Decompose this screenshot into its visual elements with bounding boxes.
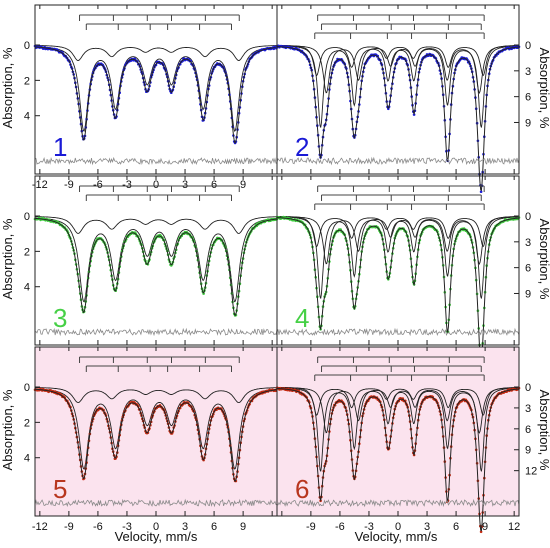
y-tick-label: 9 <box>525 288 531 300</box>
right-axis-label-middle: Absorption, % <box>537 219 550 300</box>
panel-label: 1 <box>53 132 67 162</box>
total-fit <box>277 388 520 532</box>
subspectrum-main <box>35 46 278 132</box>
y-tick-label: 4 <box>24 111 30 123</box>
subspectrum-minor <box>34 44 278 61</box>
panel-label: 6 <box>295 474 309 504</box>
data-point <box>479 190 483 193</box>
x-tick-label: -6 <box>93 521 103 533</box>
y-tick-label: 12 <box>525 466 537 478</box>
y-tick-label: 4 <box>24 282 30 294</box>
panel-label: 2 <box>295 132 309 162</box>
x-tick-label: -3 <box>122 521 132 533</box>
label-layer: Velocity, mm/s Velocity, mm/s Absorption… <box>0 47 550 544</box>
total-fit <box>34 388 278 482</box>
right-axis-label-bottom: Absorption, % <box>537 390 550 471</box>
panel-4: 0 3 6 9 4 <box>275 175 531 364</box>
panel-1: 0 2 4 -12 -9 -6 -3 0 3 6 9 1 <box>24 4 279 191</box>
subspectrum-second <box>277 44 519 95</box>
y-tick-label: 2 <box>24 246 30 258</box>
panel-label: 3 <box>53 303 67 333</box>
x-tick-label: 3 <box>182 521 188 533</box>
left-axis-label-top: Absorption, % <box>0 47 15 128</box>
panel-5: 0 2 4 -12 -9 -6 -3 0 3 6 9 5 <box>24 346 279 533</box>
x-axis-label-left: Velocity, mm/s <box>115 529 198 544</box>
y-tick-label: 0 <box>24 382 30 394</box>
y-tick-label: 0 <box>24 40 30 52</box>
y-tick-label: 2 <box>24 417 30 429</box>
panel-label: 4 <box>295 303 309 333</box>
residual-curve <box>276 156 520 166</box>
left-axis-label-bottom: Absorption, % <box>0 389 15 470</box>
y-tick-label: 0 <box>525 211 531 223</box>
x-tick-label: 3 <box>182 179 188 191</box>
y-tick-label: 3 <box>525 403 531 415</box>
subspectrum-third <box>277 44 519 77</box>
subspectrum-second <box>277 386 519 434</box>
x-tick-label: 6 <box>211 179 217 191</box>
residual-curve <box>34 156 278 166</box>
subspectrum-main <box>35 217 278 303</box>
x-tick-label: 6 <box>453 521 459 533</box>
x-tick-label: 0 <box>153 521 159 533</box>
y-tick-label: 6 <box>525 92 531 104</box>
x-tick-label: 9 <box>240 179 246 191</box>
x-axis-label-right: Velocity, mm/s <box>355 529 438 544</box>
x-tick-label: -3 <box>122 179 132 191</box>
residual-curve <box>277 498 520 508</box>
total-fit <box>276 217 519 363</box>
y-tick-label: 9 <box>525 445 531 457</box>
subspectrum-third <box>277 386 519 416</box>
y-tick-label: 2 <box>24 75 30 87</box>
y-tick-label: 9 <box>525 117 531 129</box>
x-tick-label: 6 <box>211 521 217 533</box>
subspectrum-second <box>277 215 519 266</box>
plot-layer: 0 2 4 -12 -9 -6 -3 0 3 6 9 1 0 3 6 9 2 0 2 4 3 0 3 6 9 4 0 2 4 -12 -9 -… <box>24 4 537 534</box>
x-tick-label: -6 <box>335 521 345 533</box>
subspectrum-minor <box>35 216 277 234</box>
y-tick-label: 0 <box>525 382 531 394</box>
y-tick-label: 4 <box>24 453 30 465</box>
panel-label: 5 <box>53 474 67 504</box>
y-tick-label: 0 <box>525 40 531 52</box>
y-tick-label: 0 <box>24 211 30 223</box>
x-tick-label: 9 <box>482 521 488 533</box>
x-tick-label: -9 <box>306 521 316 533</box>
total-fit <box>34 217 277 317</box>
left-axis-label-middle: Absorption, % <box>0 218 15 299</box>
panel-6: 0 3 6 9 12 -9 -6 -3 0 3 6 9 12 6 <box>275 346 537 534</box>
x-tick-label: 12 <box>508 521 520 533</box>
panel-frame <box>34 4 278 175</box>
y-tick-label: 3 <box>525 66 531 78</box>
y-tick-label: 6 <box>525 424 531 436</box>
x-tick-label: -9 <box>64 179 74 191</box>
panel-3: 0 2 4 3 <box>24 175 279 346</box>
residual-curve <box>34 327 278 337</box>
y-tick-label: 6 <box>525 263 531 275</box>
x-tick-label: 0 <box>395 521 401 533</box>
x-tick-label: -9 <box>64 521 74 533</box>
right-axis-label-top: Absorption, % <box>537 48 550 129</box>
x-tick-label: -6 <box>93 179 103 191</box>
panel-2: 0 3 6 9 2 <box>275 4 531 193</box>
x-tick-label: 0 <box>153 179 159 191</box>
subspectrum-main <box>35 388 277 470</box>
residual-curve <box>34 498 278 508</box>
x-tick-label: 9 <box>240 521 246 533</box>
residual-curve <box>276 327 520 337</box>
total-fit <box>276 46 519 192</box>
x-tick-label: 3 <box>424 521 430 533</box>
x-tick-label: -12 <box>32 179 48 191</box>
x-tick-label: -3 <box>364 521 374 533</box>
subspectrum-minor <box>35 387 277 404</box>
y-tick-label: 3 <box>525 237 531 249</box>
panel-background <box>277 347 519 516</box>
x-tick-label: -12 <box>32 521 48 533</box>
subspectrum-third <box>277 215 519 248</box>
total-fit <box>34 46 277 144</box>
